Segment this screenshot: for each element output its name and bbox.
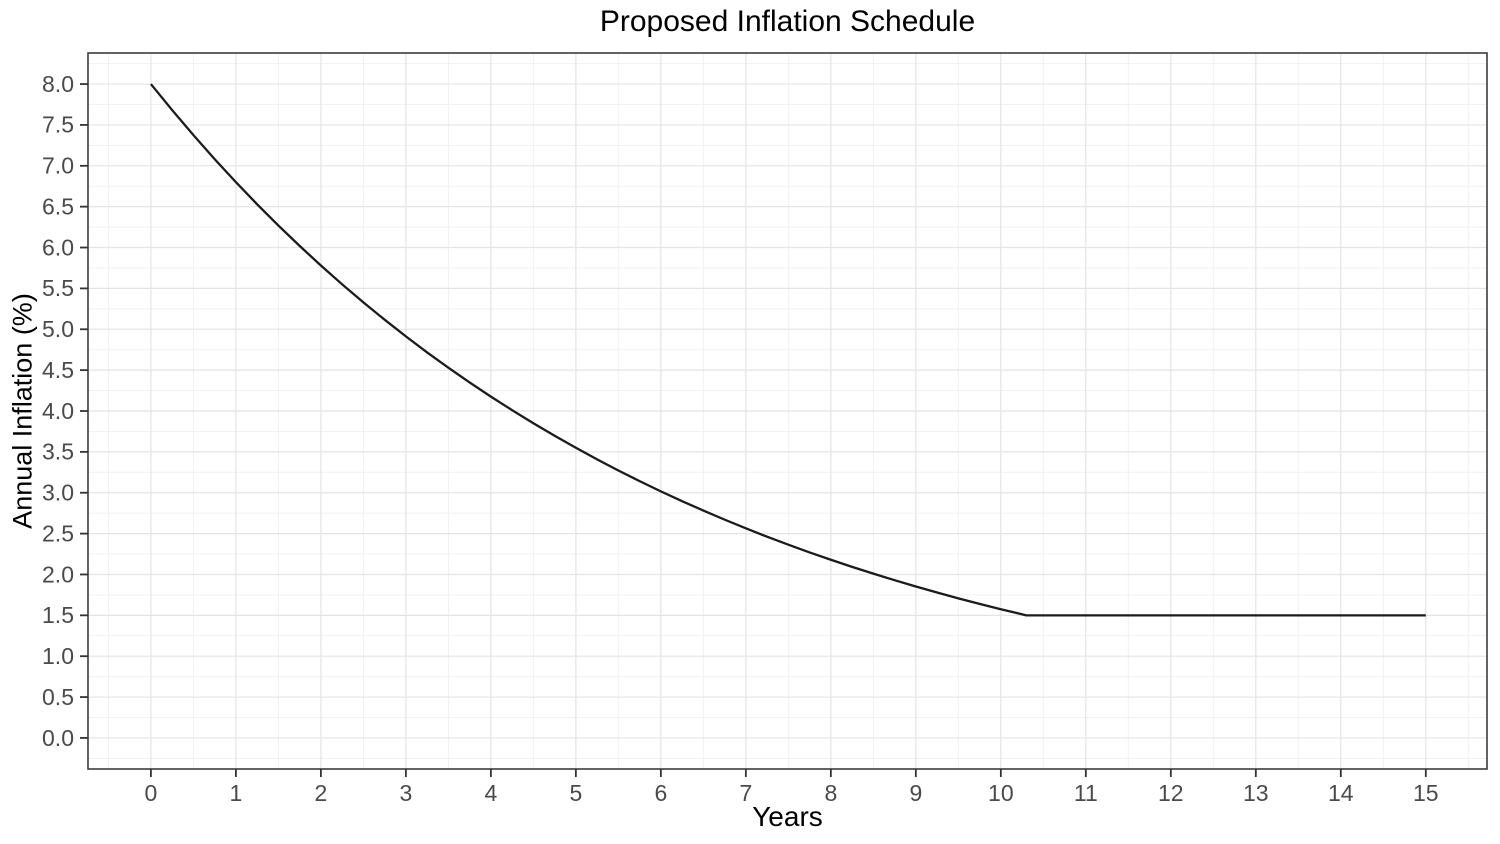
svg-text:0: 0 bbox=[144, 780, 157, 806]
svg-text:4.5: 4.5 bbox=[42, 357, 74, 383]
x-tick-labels: 0 1 2 3 4 5 6 7 8 9 10 11 12 13 14 15 bbox=[144, 780, 1438, 806]
svg-text:0.0: 0.0 bbox=[42, 725, 74, 751]
svg-text:9: 9 bbox=[909, 780, 922, 806]
x-axis-ticks bbox=[149, 769, 1427, 777]
x-axis-title: Years bbox=[752, 801, 823, 832]
svg-text:15: 15 bbox=[1413, 780, 1439, 806]
svg-text:10: 10 bbox=[988, 780, 1014, 806]
svg-text:1.0: 1.0 bbox=[42, 643, 74, 669]
svg-text:0.5: 0.5 bbox=[42, 684, 74, 710]
y-tick-labels: 0.0 0.5 1.0 1.5 2.0 2.5 3.0 3.5 4.0 4.5 5.0 5.5 6.0 6… bbox=[42, 71, 74, 751]
svg-text:5.5: 5.5 bbox=[42, 275, 74, 301]
svg-text:8.0: 8.0 bbox=[42, 71, 74, 97]
svg-text:1: 1 bbox=[229, 780, 242, 806]
svg-text:4: 4 bbox=[484, 780, 497, 806]
chart-title: Proposed Inflation Schedule bbox=[599, 5, 976, 38]
y-axis-ticks bbox=[80, 83, 88, 739]
svg-text:6.0: 6.0 bbox=[42, 234, 74, 260]
svg-text:3.5: 3.5 bbox=[42, 439, 74, 465]
svg-text:11: 11 bbox=[1074, 780, 1098, 806]
svg-text:3: 3 bbox=[399, 780, 412, 806]
svg-text:14: 14 bbox=[1328, 780, 1354, 806]
svg-text:2: 2 bbox=[314, 780, 327, 806]
svg-text:7.0: 7.0 bbox=[42, 153, 74, 179]
svg-text:5.0: 5.0 bbox=[42, 316, 74, 342]
svg-text:8: 8 bbox=[824, 780, 837, 806]
svg-text:6: 6 bbox=[654, 780, 667, 806]
major-gridlines bbox=[88, 53, 1487, 769]
svg-text:13: 13 bbox=[1243, 780, 1269, 806]
svg-text:5: 5 bbox=[569, 780, 582, 806]
svg-text:7.5: 7.5 bbox=[42, 112, 74, 138]
svg-text:6.5: 6.5 bbox=[42, 193, 74, 219]
svg-text:2.5: 2.5 bbox=[42, 520, 74, 546]
svg-text:12: 12 bbox=[1158, 780, 1184, 806]
svg-text:7: 7 bbox=[739, 780, 752, 806]
svg-text:3.0: 3.0 bbox=[42, 480, 74, 506]
svg-text:1.5: 1.5 bbox=[42, 602, 74, 628]
svg-text:2.0: 2.0 bbox=[42, 561, 74, 587]
series-line-inflation-schedule bbox=[150, 83, 1426, 617]
svg-text:4.0: 4.0 bbox=[42, 398, 74, 424]
